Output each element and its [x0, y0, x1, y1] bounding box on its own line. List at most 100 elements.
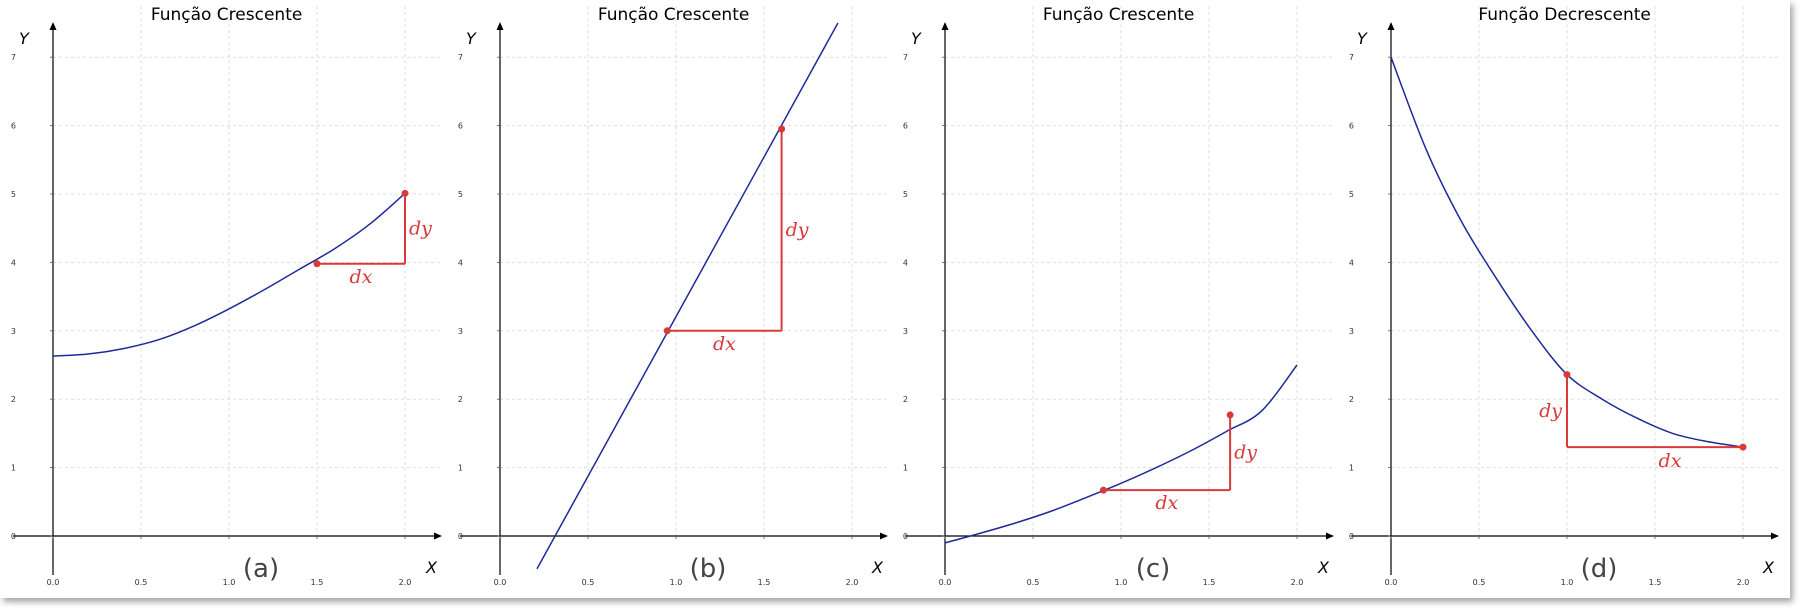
y-tick-label: 1: [903, 464, 908, 473]
x-axis-arrow: [1771, 532, 1779, 540]
y-tick-label: 3: [903, 327, 908, 336]
chart-title: Função Crescente: [151, 5, 302, 25]
x-tick-label: 2.0: [1737, 578, 1750, 587]
x-tick-label: 1.0: [1115, 578, 1128, 587]
x-axis-label: X: [1762, 558, 1775, 577]
y-tick-label: 6: [11, 122, 16, 131]
point-1-marker: [1563, 371, 1571, 379]
x-tick-label: 0.5: [1473, 578, 1486, 587]
y-tick-label: 5: [903, 190, 908, 199]
function-curve: [1390, 56, 1744, 448]
panel-tag: (d): [1581, 554, 1618, 584]
x-tick-label: 2.0: [846, 578, 859, 587]
x-tick-label: 1.0: [670, 578, 683, 587]
y-tick-label: 4: [903, 258, 908, 267]
y-tick-label: 3: [1349, 327, 1354, 336]
x-tick-label: 0.0: [1385, 578, 1398, 587]
function-curve: [52, 192, 406, 357]
x-tick-label: 2.0: [1291, 578, 1304, 587]
x-tick-label: 0.0: [494, 578, 507, 587]
chart-title: Função Crescente: [598, 5, 749, 25]
point-2-marker: [401, 189, 409, 197]
y-tick-label: 6: [903, 122, 908, 131]
dy-label: dy: [409, 218, 432, 240]
point-1-marker: [1099, 486, 1107, 494]
y-tick-label: 0: [903, 532, 908, 541]
x-tick-label: 1.0: [1561, 578, 1574, 587]
y-axis-label: Y: [1357, 29, 1368, 48]
x-tick-label: 0.5: [1027, 578, 1040, 587]
dy-label: dy: [1234, 442, 1257, 464]
dy-label: dy: [786, 219, 809, 241]
y-tick-label: 1: [1349, 464, 1354, 473]
panel-tag: (c): [1136, 554, 1171, 584]
chart-panel-3: 0.0 0.5 1.0 1.5 2.0 0 1 2 3 4 5 6 7 Função Crescente Y…: [903, 5, 1334, 587]
chart-title: Função Decrescente: [1478, 5, 1651, 25]
x-tick-label: 0.0: [47, 578, 60, 587]
y-tick-label: 5: [1349, 190, 1354, 199]
x-axis-label: X: [425, 558, 438, 577]
x-tick-label: 2.0: [399, 578, 412, 587]
x-tick-label: 1.0: [223, 578, 236, 587]
function-curve: [536, 22, 839, 570]
y-tick-label: 6: [458, 122, 463, 131]
y-tick-label: 2: [11, 395, 16, 404]
y-tick-label: 7: [1349, 53, 1354, 62]
y-tick-label: 2: [1349, 395, 1354, 404]
y-tick-label: 3: [458, 327, 463, 336]
y-axis-arrow: [1387, 22, 1395, 30]
y-tick-label: 7: [903, 53, 908, 62]
dx-label: dx: [350, 266, 373, 288]
function-curve: [944, 364, 1298, 544]
point-1-marker: [663, 327, 671, 335]
y-tick-label: 4: [11, 258, 16, 267]
chart-panel-4: 0.0 0.5 1.0 1.5 2.0 0 1 2 3 4 5 6 7 Função Decrescent…: [1349, 5, 1779, 587]
y-tick-label: 5: [11, 190, 16, 199]
point-2-marker: [1226, 411, 1234, 419]
y-tick-label: 5: [458, 190, 463, 199]
x-axis-arrow: [880, 532, 888, 540]
y-axis-arrow: [941, 22, 949, 30]
dx-label: dx: [1659, 450, 1682, 472]
y-tick-label: 6: [1349, 122, 1354, 131]
x-axis-arrow: [434, 532, 442, 540]
chart-title: Função Crescente: [1043, 5, 1194, 25]
y-tick-label: 0: [11, 532, 16, 541]
figure: 0.0 0.5 1.0 1.5 2.0 0 1 2 3 4 5 6 7 Função Crescente Y…: [10, 5, 1779, 587]
y-axis-label: Y: [19, 29, 30, 48]
y-tick-label: 2: [903, 395, 908, 404]
point-2-marker: [778, 125, 786, 133]
x-tick-label: 1.5: [1649, 578, 1662, 587]
y-tick-label: 1: [458, 464, 463, 473]
y-tick-label: 2: [458, 395, 463, 404]
y-tick-label: 3: [11, 327, 16, 336]
x-tick-label: 1.5: [758, 578, 771, 587]
x-tick-label: 0.0: [939, 578, 952, 587]
y-tick-label: 7: [458, 53, 463, 62]
point-2-marker: [1739, 443, 1747, 451]
x-tick-label: 0.5: [582, 578, 595, 587]
x-axis-arrow: [1326, 532, 1334, 540]
x-axis-label: X: [1317, 558, 1330, 577]
y-tick-label: 0: [458, 532, 463, 541]
chart-figure: 0.0 0.5 1.0 1.5 2.0 0 1 2 3 4 5 6 7 Função Crescente Y…: [11, 5, 1779, 587]
y-tick-label: 4: [1349, 258, 1354, 267]
y-tick-label: 4: [458, 258, 463, 267]
x-tick-label: 0.5: [135, 578, 148, 587]
x-tick-label: 1.5: [1203, 578, 1216, 587]
x-axis-label: X: [871, 558, 884, 577]
panel-tag: (b): [690, 554, 727, 584]
y-axis-arrow: [496, 22, 504, 30]
y-axis-label: Y: [911, 29, 922, 48]
dx-label: dx: [713, 333, 736, 355]
panel-tag: (a): [243, 554, 279, 584]
x-tick-label: 1.5: [311, 578, 324, 587]
y-tick-label: 0: [1349, 532, 1354, 541]
y-axis-arrow: [49, 22, 57, 30]
y-axis-label: Y: [466, 29, 477, 48]
y-tick-label: 7: [11, 53, 16, 62]
chart-panel-2: 0.0 0.5 1.0 1.5 2.0 0 1 2 3 4 5 6 7 Função Crescente Y…: [458, 5, 888, 587]
dx-label: dx: [1155, 492, 1178, 514]
chart-panel-1: 0.0 0.5 1.0 1.5 2.0 0 1 2 3 4 5 6 7 Função Crescente Y…: [11, 5, 442, 587]
y-tick-label: 1: [11, 464, 16, 473]
